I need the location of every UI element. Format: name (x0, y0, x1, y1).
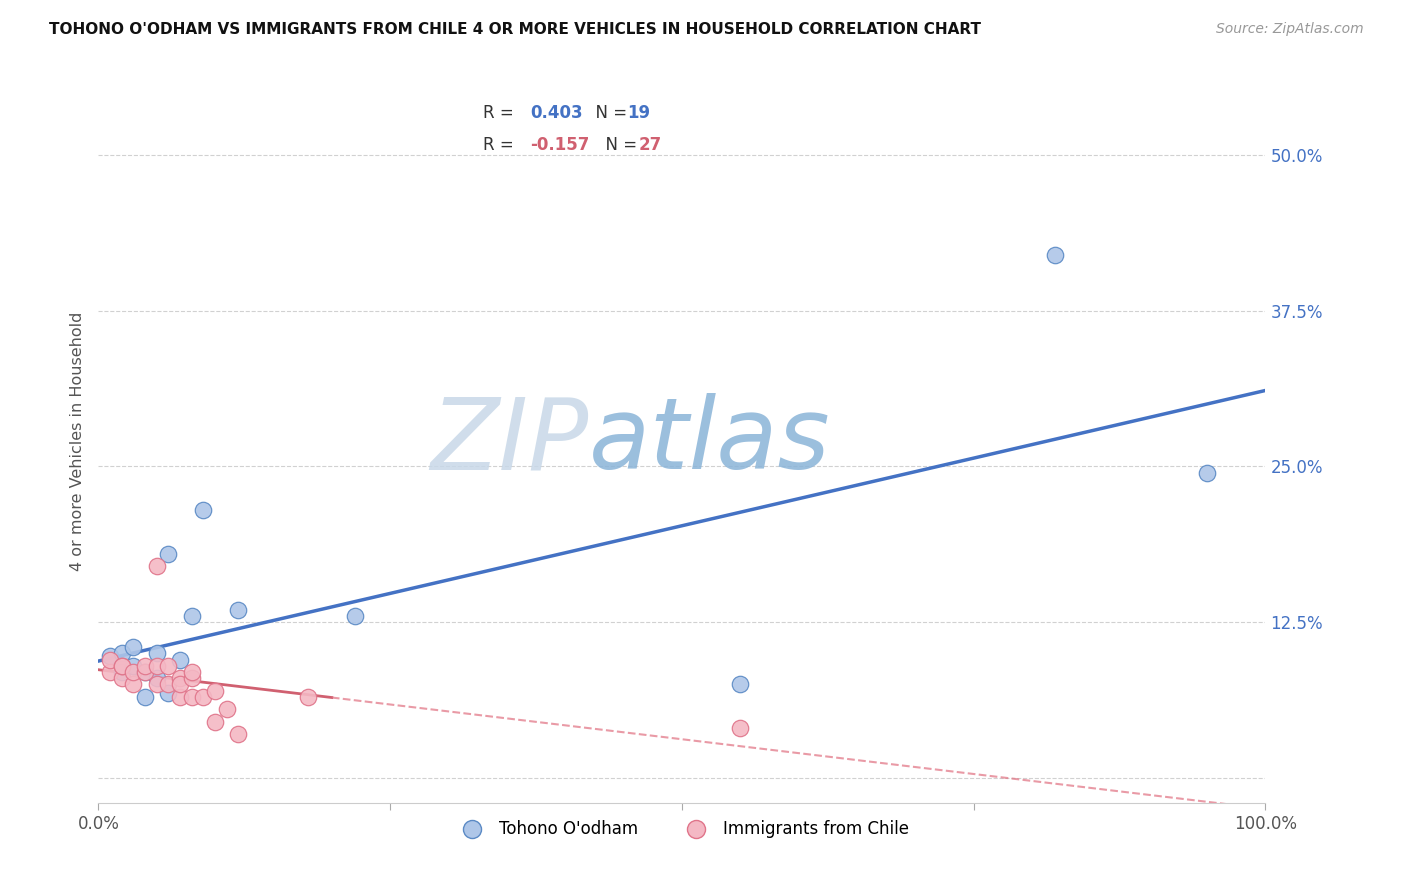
Point (134, 690, 156, 704)
Point (111, 665, 134, 679)
Y-axis label: 4 or more Vehicles in Household: 4 or more Vehicles in Household (69, 312, 84, 571)
Point (215, 702, 238, 716)
Text: -0.157: -0.157 (530, 136, 589, 154)
Point (134, 665, 156, 679)
Point (122, 658, 145, 673)
Point (157, 686, 180, 700)
Point (157, 658, 180, 673)
Point (180, 690, 202, 704)
Text: 27: 27 (638, 136, 662, 154)
Point (228, 603, 250, 617)
Point (169, 677, 191, 691)
Point (146, 671, 169, 685)
Text: TOHONO O'ODHAM VS IMMIGRANTS FROM CHILE 4 OR MORE VEHICLES IN HOUSEHOLD CORRELAT: TOHONO O'ODHAM VS IMMIGRANTS FROM CHILE … (49, 22, 981, 37)
Point (730, 721, 752, 735)
Point (730, 677, 752, 691)
Point (297, 690, 319, 704)
Point (169, 690, 191, 704)
Point (122, 665, 145, 679)
Text: N =: N = (595, 136, 643, 154)
Text: N =: N = (585, 103, 633, 121)
Text: 0.403: 0.403 (530, 103, 582, 121)
Point (157, 547, 180, 561)
Point (180, 671, 202, 685)
Point (204, 714, 226, 729)
Legend: Tohono O'odham, Immigrants from Chile: Tohono O'odham, Immigrants from Chile (449, 814, 915, 845)
Point (146, 559, 169, 574)
Text: 19: 19 (627, 103, 650, 121)
Point (111, 646, 134, 660)
Point (1195, 466, 1218, 480)
Point (193, 690, 215, 704)
Point (111, 658, 134, 673)
Text: R =: R = (484, 103, 519, 121)
Text: atlas: atlas (589, 393, 830, 490)
Point (146, 646, 169, 660)
Text: R =: R = (484, 136, 519, 154)
Point (180, 665, 202, 679)
Text: Source: ZipAtlas.com: Source: ZipAtlas.com (1216, 22, 1364, 37)
Point (204, 683, 226, 698)
Text: ZIP: ZIP (430, 393, 589, 490)
Point (169, 671, 191, 685)
Point (122, 677, 145, 691)
Point (193, 503, 215, 517)
Point (344, 609, 367, 624)
Point (169, 652, 191, 666)
Point (98, 648, 121, 663)
Point (146, 677, 169, 691)
Point (180, 609, 202, 624)
Point (122, 640, 145, 654)
Point (111, 658, 134, 673)
Point (146, 658, 169, 673)
Point (111, 671, 134, 685)
Point (98, 652, 121, 666)
Point (134, 665, 156, 679)
Point (157, 677, 180, 691)
Point (1045, 248, 1067, 262)
Point (134, 658, 156, 673)
Point (228, 727, 250, 741)
Point (98, 665, 121, 679)
